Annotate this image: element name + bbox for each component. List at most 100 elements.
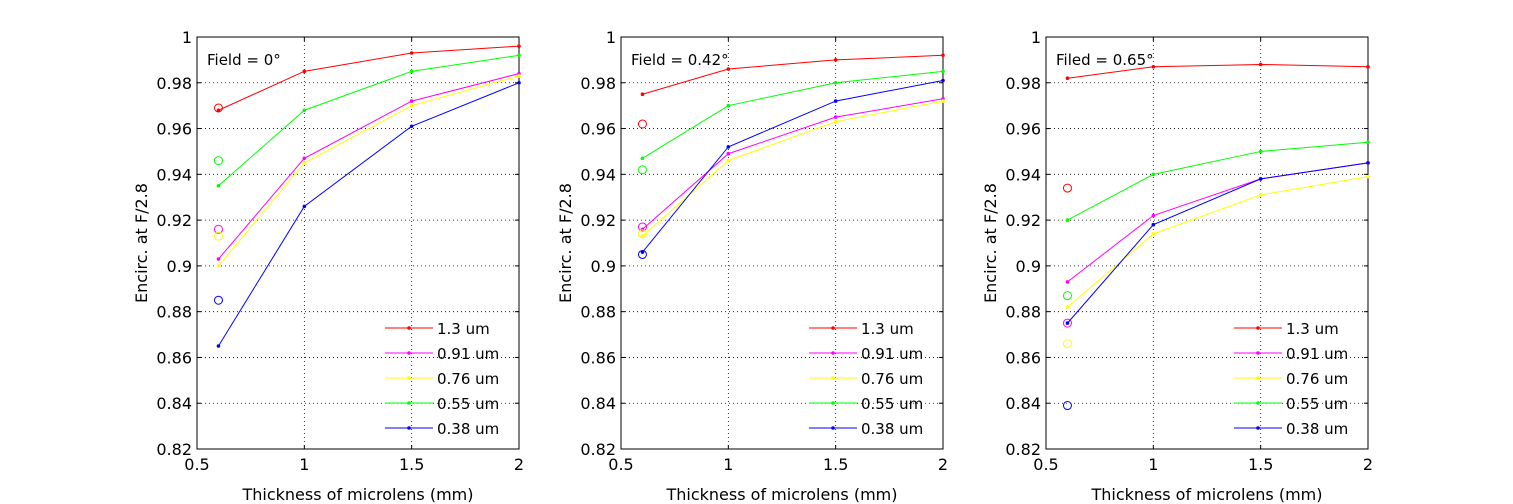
open-circle-marker	[637, 165, 647, 175]
legend-label: 0.76 um	[1286, 370, 1348, 388]
chart-panel-1: 0.82 0.84 0.86 0.88 0.9 0.92 0.94 0.96 0.98 1 0.5 1…	[132, 28, 524, 504]
data-point	[302, 204, 307, 209]
open-circle-marker	[213, 231, 223, 241]
y-tick-label: 0.98	[156, 74, 192, 93]
y-tick-label: 0.82	[1005, 440, 1041, 459]
data-point	[409, 124, 414, 129]
legend-marker	[407, 351, 411, 355]
y-tick-label: 0.88	[156, 303, 192, 322]
y-tick-label: 0.96	[1005, 120, 1041, 139]
y-tick-label: 0.98	[1005, 74, 1041, 93]
chart-panel-2: 0.82 0.84 0.86 0.88 0.9 0.92 0.94 0.96 0.98 1 0.5 1…	[556, 28, 948, 504]
data-point	[1366, 140, 1370, 145]
legend-label: 0.38 um	[437, 420, 499, 438]
y-tick-label: 0.9	[167, 257, 192, 276]
legend-label: 0.91 um	[861, 345, 923, 363]
series-line	[218, 82, 520, 347]
y-axis-label: Encirc. at F/2.8	[556, 183, 575, 303]
x-tick-label: 0.5	[608, 455, 633, 474]
legend-marker	[407, 376, 411, 380]
open-circle-marker	[213, 103, 223, 113]
legend-label: 1.3 um	[437, 320, 490, 338]
x-tick-label: 1	[299, 455, 309, 474]
data-point	[216, 257, 221, 261]
legend-marker	[831, 376, 835, 380]
legend-label: 1.3 um	[861, 320, 914, 338]
data-point	[1258, 62, 1263, 67]
data-point	[409, 51, 414, 55]
legend-marker	[831, 426, 835, 430]
y-tick-label: 0.84	[156, 394, 192, 413]
data-point	[941, 99, 945, 103]
open-circle-marker	[1062, 318, 1072, 328]
legend-marker	[1256, 401, 1260, 405]
x-axis-label: Thickness of microlens (mm)	[241, 485, 473, 504]
series-line	[642, 70, 944, 159]
y-tick-label: 0.82	[580, 440, 616, 459]
plot-frame	[1045, 36, 1369, 450]
y-tick-label: 0.96	[156, 120, 192, 139]
data-point	[1065, 218, 1070, 222]
data-point	[640, 92, 645, 97]
y-tick-label: 0.84	[1005, 394, 1041, 413]
legend-label: 0.91 um	[1286, 345, 1348, 363]
data-point	[726, 103, 731, 108]
data-point	[1151, 222, 1156, 227]
x-tick-label: 1.5	[399, 455, 424, 474]
data-point	[833, 80, 838, 85]
data-point	[1258, 149, 1263, 154]
x-axis-label: Thickness of microlens (mm)	[1090, 485, 1322, 504]
y-tick-label: 0.94	[1005, 165, 1041, 184]
data-point	[302, 108, 307, 113]
y-tick-label: 0.92	[1005, 211, 1041, 230]
data-point	[833, 99, 838, 103]
y-tick-label: 0.86	[156, 348, 192, 367]
data-point	[1366, 161, 1370, 165]
data-point	[216, 264, 221, 268]
chart-panel-3: 0.82 0.84 0.86 0.88 0.9 0.92 0.94 0.96 0.98 1 0.5 1…	[981, 28, 1373, 504]
series-line	[642, 100, 944, 237]
x-tick-label: 0.5	[184, 455, 209, 474]
data-point	[1366, 64, 1370, 69]
data-point	[726, 67, 731, 71]
open-circle-marker	[213, 295, 223, 305]
y-tick-label: 0.96	[580, 120, 616, 139]
data-point	[302, 156, 307, 161]
data-point	[941, 78, 945, 83]
x-tick-label: 1.5	[823, 455, 848, 474]
y-tick-label: 0.9	[1016, 257, 1041, 276]
data-point	[726, 158, 731, 163]
data-point	[1258, 193, 1263, 197]
chart-panels: 0.82 0.84 0.86 0.88 0.9 0.92 0.94 0.96 0.98 1 0.5 1…	[132, 28, 1373, 504]
y-tick-label: 0.86	[580, 348, 616, 367]
data-point	[1065, 76, 1070, 80]
series-line	[218, 45, 520, 111]
data-point	[302, 161, 307, 165]
y-tick-label: 0.94	[156, 165, 192, 184]
series-line	[218, 73, 520, 260]
y-tick-label: 0.84	[580, 394, 616, 413]
y-tick-label: 0.88	[1005, 303, 1041, 322]
data-point	[833, 119, 838, 124]
y-tick-label: 0.86	[1005, 348, 1041, 367]
open-circle-marker	[213, 156, 223, 166]
legend-marker	[831, 326, 835, 330]
legend-marker	[407, 326, 411, 330]
y-tick-label: 0.94	[580, 165, 616, 184]
legend-marker	[1256, 351, 1260, 355]
data-point	[1258, 177, 1263, 181]
data-point	[1151, 213, 1156, 218]
data-point	[409, 69, 414, 74]
y-tick-label: 1	[606, 28, 616, 47]
x-tick-label: 1.5	[1248, 455, 1273, 474]
x-tick-label: 1	[723, 455, 733, 474]
open-circle-marker	[1062, 339, 1072, 349]
legend-marker	[1256, 326, 1260, 330]
data-point	[640, 156, 645, 161]
legend-label: 0.91 um	[437, 345, 499, 363]
legend-marker	[831, 351, 835, 355]
field-annotation: Field = 0°	[207, 51, 281, 69]
y-tick-label: 0.82	[156, 440, 192, 459]
data-point	[409, 103, 414, 108]
